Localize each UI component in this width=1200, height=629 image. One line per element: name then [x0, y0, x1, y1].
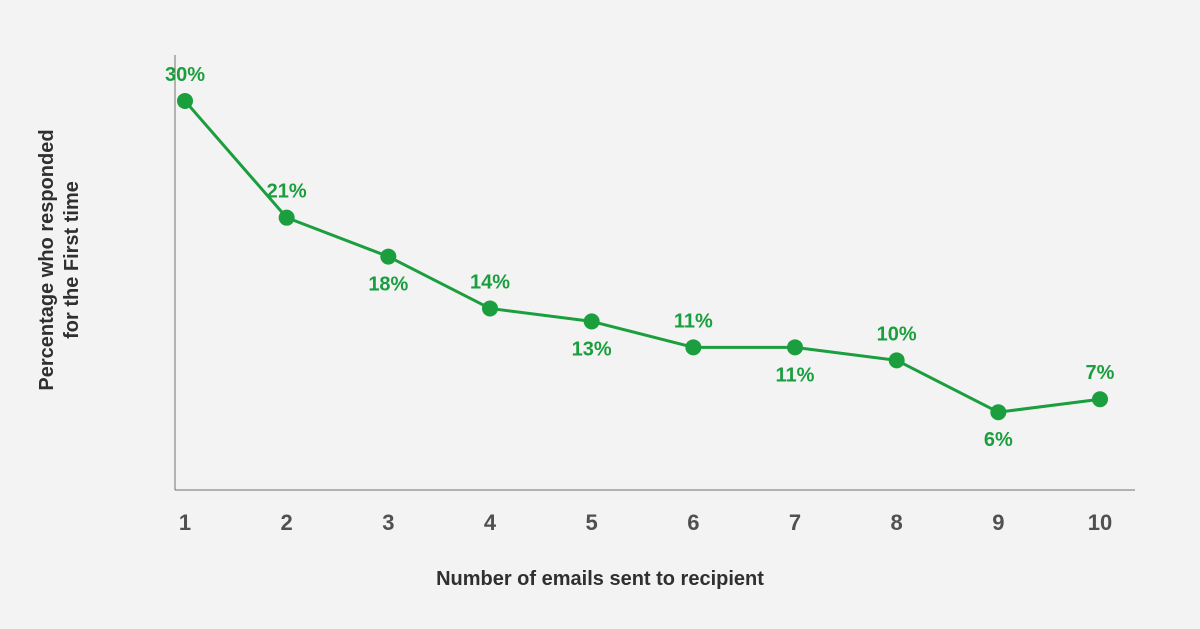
- x-tick-label: 6: [687, 510, 699, 535]
- x-tick-label: 5: [586, 510, 598, 535]
- data-label: 11%: [674, 310, 713, 332]
- x-tick-label: 10: [1088, 510, 1112, 535]
- data-label: 7%: [1086, 362, 1115, 384]
- chart-container: Percentage who responded for the First t…: [0, 0, 1200, 629]
- x-tick-label: 9: [992, 510, 1004, 535]
- data-label: 13%: [572, 338, 612, 360]
- x-tick-label: 7: [789, 510, 801, 535]
- x-tick-label: 8: [891, 510, 903, 535]
- x-tick-label: 4: [484, 510, 497, 535]
- data-label: 30%: [165, 64, 205, 86]
- x-tick-label: 1: [179, 510, 191, 535]
- series-point: [380, 249, 396, 265]
- data-label: 11%: [776, 364, 815, 386]
- data-label: 10%: [877, 323, 917, 345]
- data-label: 14%: [470, 271, 510, 293]
- x-tick-label: 3: [382, 510, 394, 535]
- data-label: 21%: [267, 181, 307, 203]
- series-point: [584, 313, 600, 329]
- series-point: [990, 404, 1006, 420]
- data-label: 18%: [368, 274, 408, 296]
- series-point: [889, 352, 905, 368]
- chart-svg: 30% 21% 18% 14% 13% 11% 11% 10% 6% 7% 1 2 3 4 5 6 7 8 9 10: [0, 0, 1200, 629]
- series-point: [482, 300, 498, 316]
- series-point: [787, 339, 803, 355]
- series-point: [177, 93, 193, 109]
- series-point: [279, 210, 295, 226]
- series-point: [1092, 391, 1108, 407]
- series-line: [185, 101, 1100, 412]
- x-tick-label: 2: [281, 510, 293, 535]
- series-point: [685, 339, 701, 355]
- data-label: 6%: [984, 429, 1013, 451]
